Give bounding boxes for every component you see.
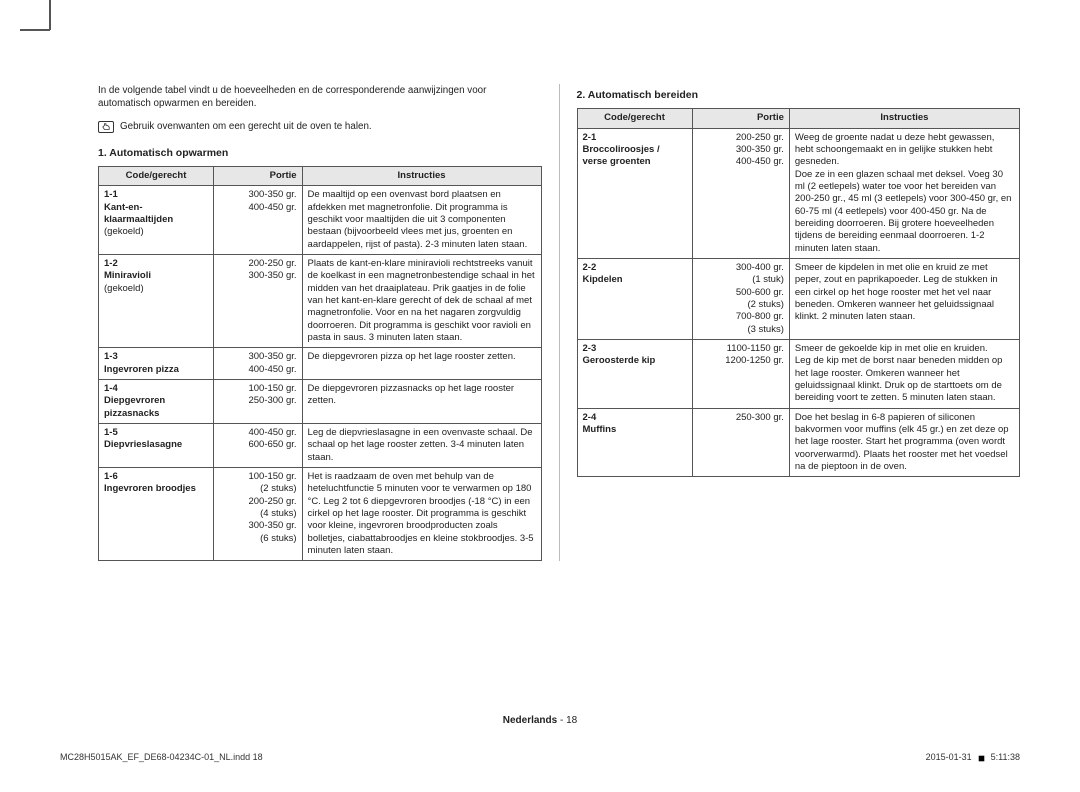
cell-portie: 250-300 gr. [692,408,789,477]
crop-mark [20,29,50,31]
section-1-title: 1. Automatisch opwarmen [98,146,542,160]
table-row: 1-2Miniravioli(gekoeld)200-250 gr. 300-3… [99,254,542,347]
cell-portie: 300-350 gr. 400-450 gr. [214,348,303,380]
table-header-row: Code/gerecht Portie Instructies [577,109,1020,128]
cell-portie: 300-350 gr. 400-450 gr. [214,186,303,255]
table-row: 1-4Diepgevroren pizzasnacks100-150 gr. 2… [99,379,542,423]
col-portie: Portie [692,109,789,128]
cell-portie: 200-250 gr. 300-350 gr. [214,254,303,347]
note-text: Gebruik ovenwanten om een gerecht uit de… [120,120,372,133]
cell-code: 1-6Ingevroren broodjes [99,468,214,561]
cell-instructies: De diepgevroren pizza op het lage rooste… [302,348,541,380]
cell-code: 2-2Kipdelen [577,258,692,339]
cell-portie: 1100-1150 gr. 1200-1250 gr. [692,340,789,409]
meta-filename: MC28H5015AK_EF_DE68-04234C-01_NL.indd 18 [60,752,263,762]
cell-instructies: De maaltijd op een ovenvast bord plaatse… [302,186,541,255]
cell-instructies: Smeer de gekoelde kip in met olie en kru… [789,340,1019,409]
col-instructies: Instructies [302,166,541,185]
crop-mark [49,0,51,30]
cell-portie: 400-450 gr. 600-650 gr. [214,424,303,468]
cell-code: 2-4Muffins [577,408,692,477]
table-row: 1-1Kant-en-klaarmaaltijden(gekoeld)300-3… [99,186,542,255]
cell-code: 1-2Miniravioli(gekoeld) [99,254,214,347]
hand-icon [98,121,114,133]
col-code: Code/gerecht [577,109,692,128]
cell-instructies: Leg de diepvrieslasagne in een ovenvaste… [302,424,541,468]
manual-page: In de volgende tabel vindt u de hoeveelh… [0,0,1080,792]
page-footer: Nederlands - 18 [0,715,1080,726]
intro-text: In de volgende tabel vindt u de hoeveelh… [98,84,542,110]
cell-code: 1-5Diepvrieslasagne [99,424,214,468]
footer-page: 18 [566,715,577,726]
table-row: 2-1Broccoliroosjes / verse groenten200-2… [577,128,1020,258]
auto-cooking-table: Code/gerecht Portie Instructies 2-1Brocc… [577,108,1021,477]
table-header-row: Code/gerecht Portie Instructies [99,166,542,185]
cell-instructies: De diepgevroren pizzasnacks op het lage … [302,379,541,423]
cell-portie: 100-150 gr. 250-300 gr. [214,379,303,423]
table-row: 2-3Geroosterde kip1100-1150 gr. 1200-125… [577,340,1020,409]
auto-warming-table: Code/gerecht Portie Instructies 1-1Kant-… [98,166,542,562]
cell-code: 2-1Broccoliroosjes / verse groenten [577,128,692,258]
cell-instructies: Plaats de kant-en-klare miniravioli rech… [302,254,541,347]
cell-code: 1-4Diepgevroren pizzasnacks [99,379,214,423]
footer-lang: Nederlands [503,715,557,726]
cell-code: 1-3Ingevroren pizza [99,348,214,380]
col-instructies: Instructies [789,109,1019,128]
cell-instructies: Het is raadzaam de oven met behulp van d… [302,468,541,561]
meta-datetime: 2015-01-31 5:11:38 [926,752,1020,762]
cell-code: 1-1Kant-en-klaarmaaltijden(gekoeld) [99,186,214,255]
meta-time: 5:11:38 [991,752,1020,762]
print-meta: MC28H5015AK_EF_DE68-04234C-01_NL.indd 18… [60,752,1020,762]
col-code: Code/gerecht [99,166,214,185]
cell-portie: 300-400 gr. (1 stuk) 500-600 gr. (2 stuk… [692,258,789,339]
right-column: 2. Automatisch bereiden Code/gerecht Por… [559,84,1021,561]
process-black-icon [978,754,985,761]
table-row: 2-4Muffins250-300 gr.Doe het beslag in 6… [577,408,1020,477]
table-row: 1-6Ingevroren broodjes100-150 gr. (2 stu… [99,468,542,561]
table-row: 2-2Kipdelen300-400 gr. (1 stuk) 500-600 … [577,258,1020,339]
cell-instructies: Smeer de kipdelen in met olie en kruid z… [789,258,1019,339]
cell-instructies: Weeg de groente nadat u deze hebt gewass… [789,128,1019,258]
content-columns: In de volgende tabel vindt u de hoeveelh… [98,84,1020,561]
cell-instructies: Doe het beslag in 6-8 papieren of silico… [789,408,1019,477]
section-2-title: 2. Automatisch bereiden [577,88,1021,102]
cell-portie: 200-250 gr. 300-350 gr. 400-450 gr. [692,128,789,258]
left-column: In de volgende tabel vindt u de hoeveelh… [98,84,542,561]
meta-date: 2015-01-31 [926,752,972,762]
cell-portie: 100-150 gr. (2 stuks) 200-250 gr. (4 stu… [214,468,303,561]
footer-sep: - [557,715,566,726]
table-row: 1-3Ingevroren pizza300-350 gr. 400-450 g… [99,348,542,380]
col-portie: Portie [214,166,303,185]
note-row: Gebruik ovenwanten om een gerecht uit de… [98,120,542,133]
cell-code: 2-3Geroosterde kip [577,340,692,409]
table-row: 1-5Diepvrieslasagne400-450 gr. 600-650 g… [99,424,542,468]
